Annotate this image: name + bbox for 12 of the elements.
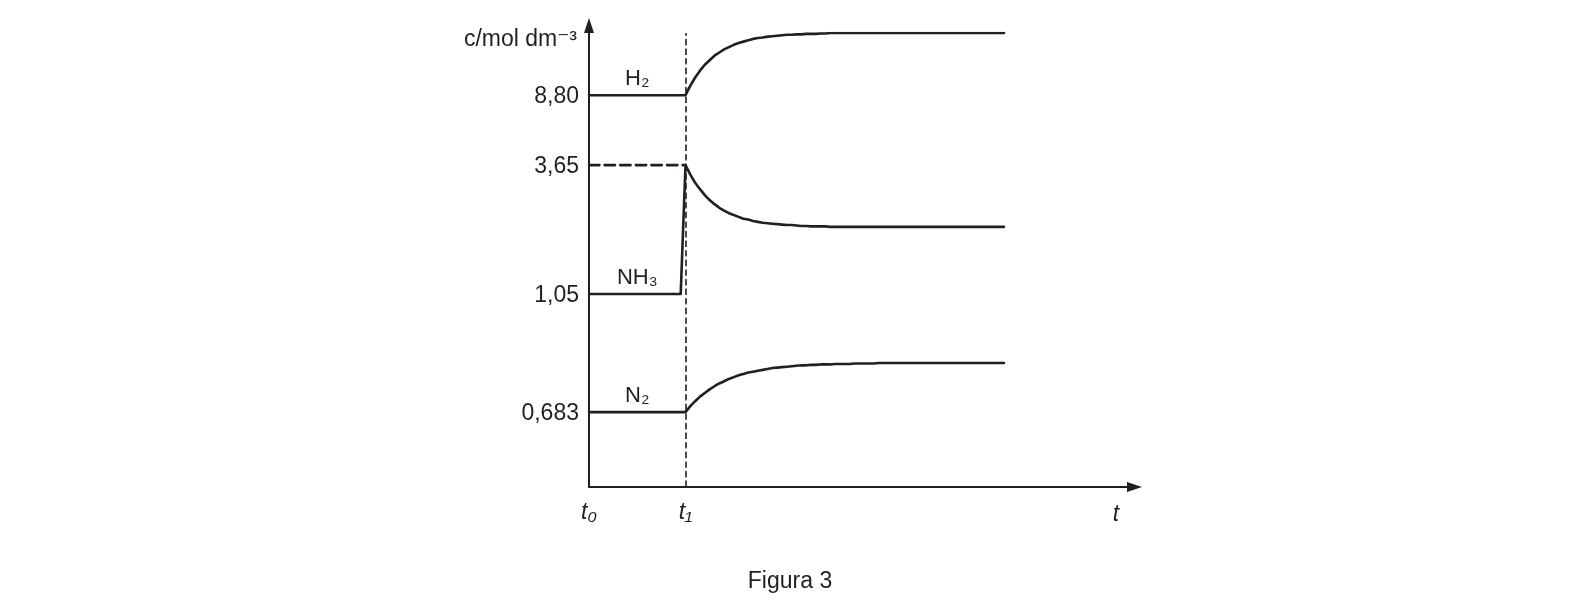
annotation: 8,80 — [534, 82, 579, 109]
series-label: N₂ — [625, 381, 650, 407]
series-label: H₂ — [625, 64, 650, 90]
annotation: 3,65 — [534, 152, 579, 179]
annotation: 0,683 — [521, 399, 579, 426]
y-axis-title: c/mol dm⁻³ — [463, 25, 578, 51]
annotation: 1,05 — [534, 281, 579, 308]
text: Figura 3 — [747, 567, 833, 593]
x-tick-label: t₁ — [678, 497, 693, 524]
x-axis-title: t — [1112, 499, 1121, 526]
series-label: NH₃ — [616, 263, 658, 289]
x-tick-label: t₀ — [580, 497, 598, 524]
